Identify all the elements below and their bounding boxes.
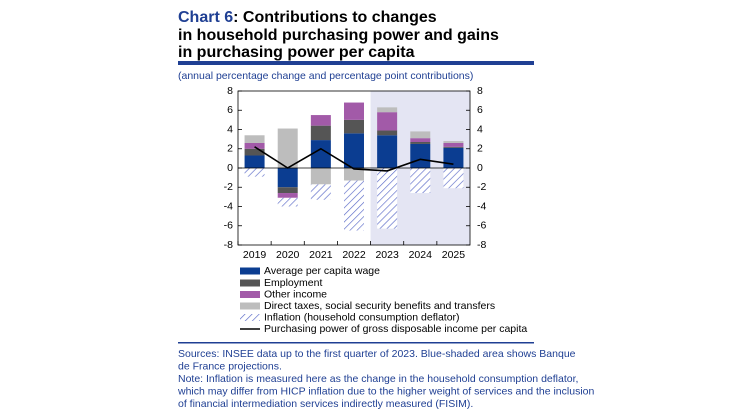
y-tick-label: -4 (224, 200, 233, 212)
bar-segment (310, 125, 331, 141)
x-tick-label: 2025 (442, 249, 466, 261)
y-tick-label: -6 (224, 220, 233, 232)
bar-segment (377, 130, 398, 136)
y-tick-label: 2 (227, 143, 233, 155)
bar-segment (310, 168, 331, 185)
bar-segment (244, 168, 265, 177)
y2-tick-label: -4 (477, 200, 486, 212)
note-line: of financial intermediation services ind… (178, 398, 473, 410)
line-series (254, 146, 454, 172)
subtitle: (annual percentage change and percentage… (178, 70, 473, 82)
bar-segment (377, 168, 398, 229)
bar-segment (344, 102, 364, 120)
bar-segment (310, 115, 331, 126)
bar-segment (410, 168, 431, 194)
bar-segment (410, 138, 431, 143)
y2-tick-label: 4 (477, 123, 483, 135)
bar-segment (344, 180, 364, 231)
y-tick-label: 0 (227, 162, 233, 174)
y2-tick-label: -2 (477, 181, 486, 193)
bar-segment (443, 142, 464, 147)
legend-swatch (240, 267, 260, 275)
note-line: de France projections. (178, 360, 282, 372)
bar-segment (310, 184, 331, 200)
bar-segment (244, 135, 265, 143)
y-tick-label: -8 (224, 239, 233, 251)
title-line: in purchasing power per capita (178, 44, 415, 61)
y2-tick-label: 0 (477, 162, 483, 174)
bar-segment (277, 197, 298, 207)
legend-swatch (240, 279, 260, 287)
bar-segment (377, 135, 398, 168)
x-tick-label: 2019 (243, 249, 267, 261)
bar-segment (443, 147, 464, 168)
y2-tick-label: 6 (477, 104, 483, 116)
y2-tick-label: -8 (477, 239, 486, 251)
bar-segment (310, 140, 331, 168)
bar-segment (277, 128, 298, 168)
legend-label: Inflation (household consumption deflato… (264, 311, 460, 323)
note-line: Note: Inflation is measured here as the … (178, 373, 578, 385)
chart-label: Chart 6 (178, 9, 233, 26)
bar-segment (277, 193, 298, 198)
title-line: : Contributions to changes (233, 9, 437, 26)
legend-swatch (240, 291, 260, 298)
chart-title: Chart 6: Contributions to changes (178, 9, 437, 26)
legend-label: Average per capita wage (264, 265, 380, 277)
legend-label: Employment (264, 277, 322, 289)
bar-segment (410, 143, 431, 168)
y2-tick-label: 2 (477, 143, 483, 155)
x-tick-label: 2023 (375, 249, 399, 261)
bar-segment (377, 107, 398, 113)
note-line: Sources: INSEE data up to the first quar… (178, 348, 576, 360)
bar-segment (244, 155, 265, 168)
bar-segment (344, 168, 364, 181)
y2-tick-label: -6 (477, 220, 486, 232)
legend-label: Other income (264, 288, 327, 300)
title-rule (178, 61, 534, 65)
legend-swatch (240, 314, 260, 321)
bar-segment (410, 131, 431, 139)
y-tick-label: 8 (227, 85, 233, 97)
bar-segment (377, 112, 398, 131)
x-tick-label: 2021 (309, 249, 333, 261)
bar-segment (344, 119, 364, 134)
title-line: in household purchasing power and gains (178, 27, 499, 44)
y-tick-label: 4 (227, 123, 233, 135)
bar-segment (410, 142, 431, 144)
bar-segment (277, 187, 298, 194)
bar-segment (244, 148, 265, 156)
x-tick-label: 2020 (276, 249, 300, 261)
y-tick-label: 6 (227, 104, 233, 116)
legend-swatch (240, 302, 260, 310)
x-tick-label: 2024 (409, 249, 433, 261)
bar-segment (443, 141, 464, 143)
legend-label: Purchasing power of gross disposable inc… (264, 323, 527, 335)
bar-segment (244, 142, 265, 149)
x-tick-label: 2022 (342, 249, 366, 261)
bar-segment (443, 146, 464, 148)
bar-segment (344, 133, 364, 168)
notes-rule (178, 342, 534, 344)
bar-segment (277, 168, 298, 188)
legend-label: Direct taxes, social security benefits a… (264, 300, 495, 312)
bar-segment (443, 168, 464, 189)
y-tick-label: -2 (224, 181, 233, 193)
note-line: which may differ from HICP inflation due… (177, 385, 594, 397)
y2-tick-label: 8 (477, 85, 483, 97)
